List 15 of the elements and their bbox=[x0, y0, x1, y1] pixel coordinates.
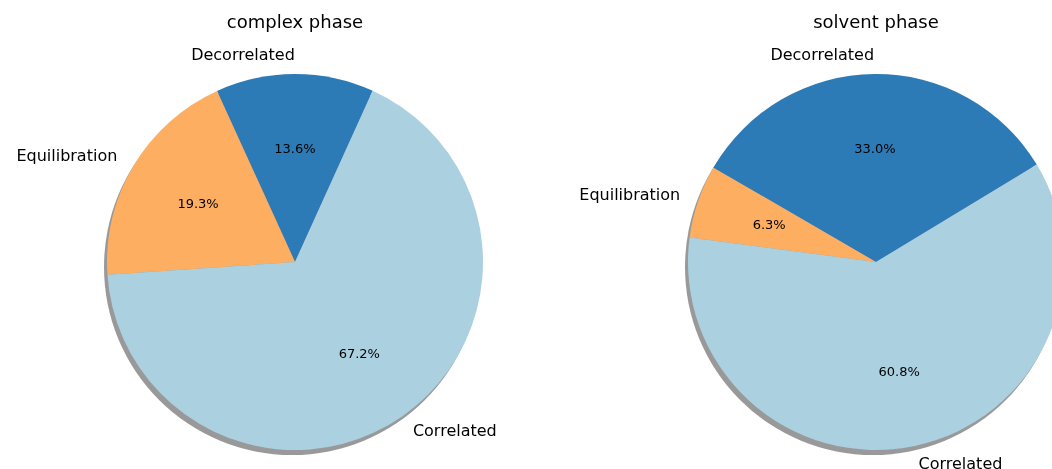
slice-label: Decorrelated bbox=[191, 44, 295, 64]
slice-label: Correlated bbox=[412, 421, 497, 441]
data-label: 6.3% bbox=[752, 217, 786, 233]
slice-label: Equilibration bbox=[579, 184, 681, 204]
data-label: 67.2% bbox=[338, 346, 380, 362]
data-label: 13.6% bbox=[274, 140, 316, 156]
chart-title: complex phase bbox=[226, 11, 364, 32]
data-label: 60.8% bbox=[878, 363, 920, 379]
data-label: 19.3% bbox=[177, 195, 219, 211]
data-label: 33.0% bbox=[854, 140, 896, 156]
slice-label: Decorrelated bbox=[770, 44, 875, 64]
slice-label: Correlated bbox=[918, 453, 1003, 469]
pie-slice bbox=[217, 74, 373, 262]
chart-title: solvent phase bbox=[813, 11, 939, 32]
slice-label: Equilibration bbox=[16, 145, 118, 165]
